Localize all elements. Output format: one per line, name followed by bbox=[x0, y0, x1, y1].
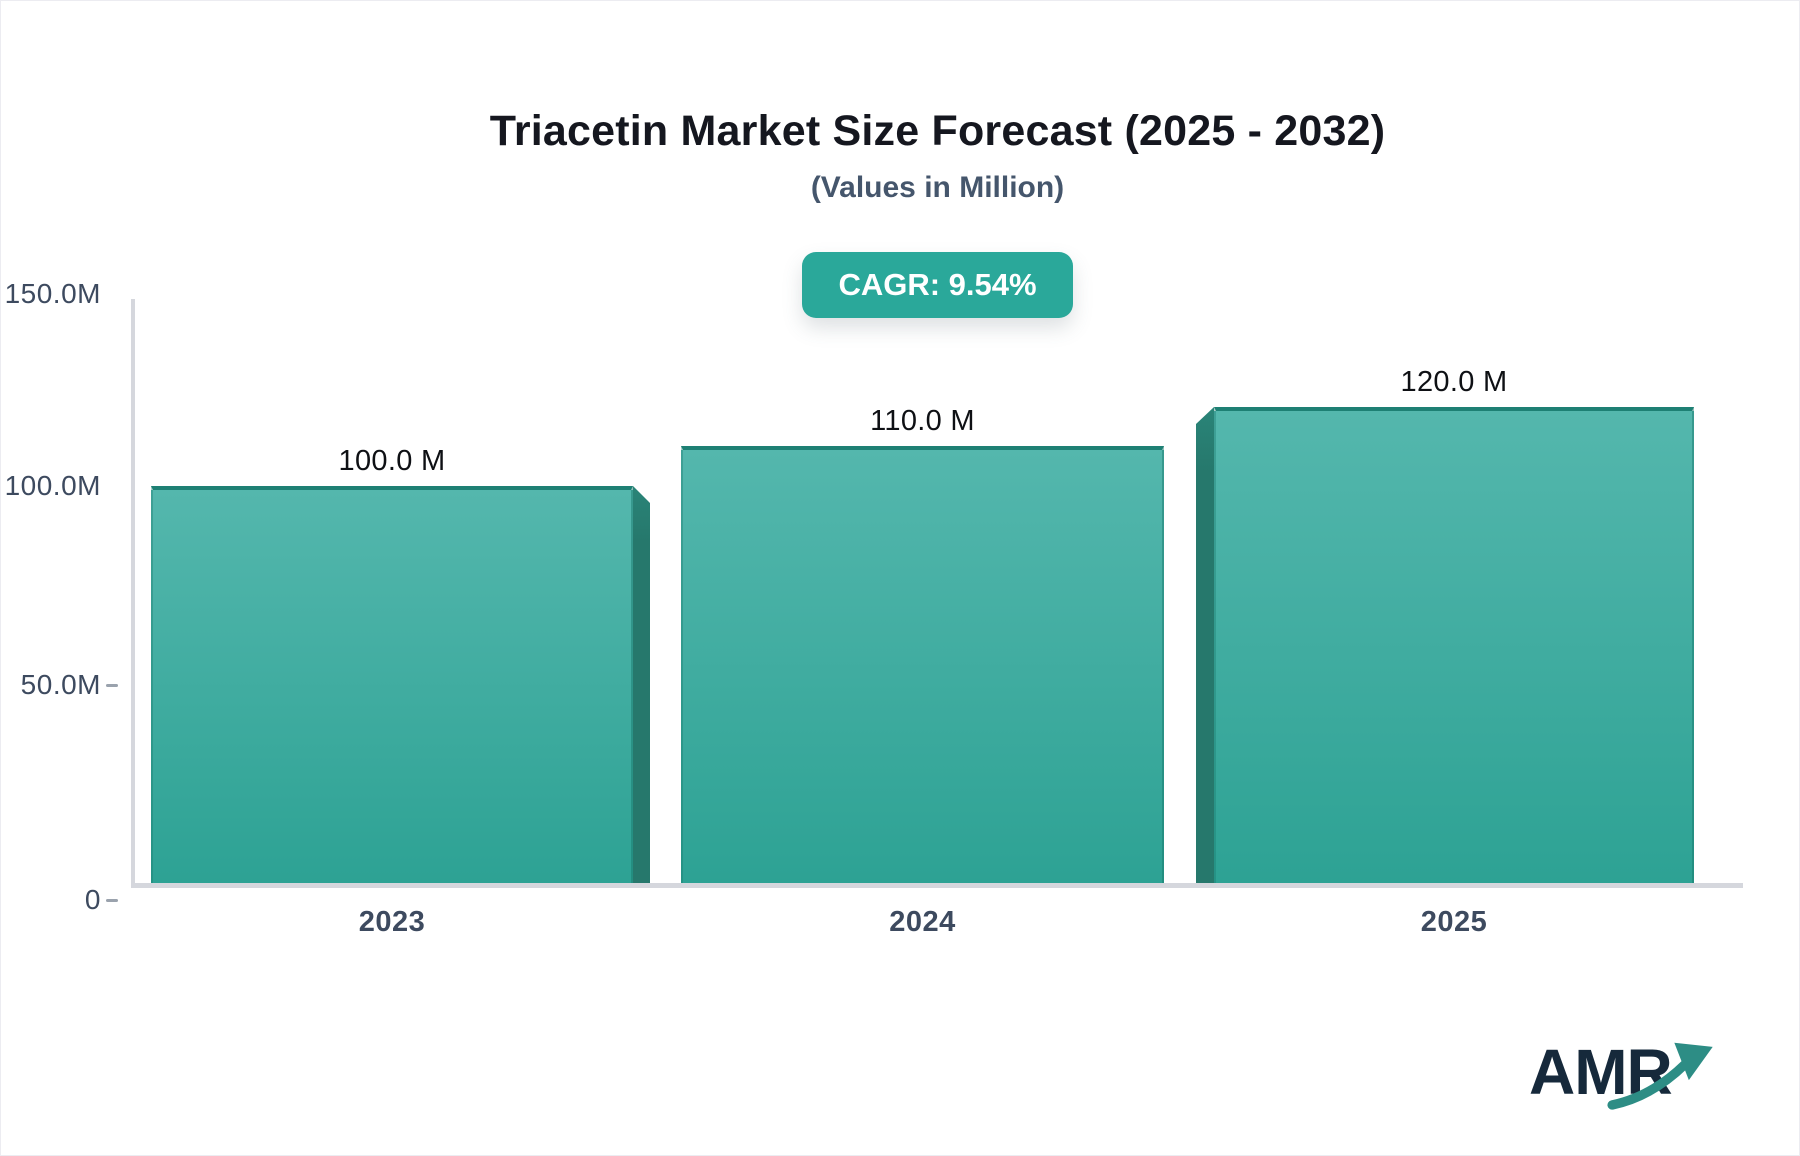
bar-2023 bbox=[151, 486, 633, 883]
x-axis-category-label: 2025 bbox=[1420, 906, 1488, 938]
y-axis-tick-dash bbox=[106, 899, 118, 902]
x-axis-line bbox=[131, 883, 1743, 888]
chart-header: Triacetin Market Size Forecast (2025 - 2… bbox=[131, 105, 1744, 318]
bar-value-label: 100.0 M bbox=[338, 445, 446, 477]
y-axis-line bbox=[131, 299, 135, 888]
y-axis-tick-label: 0 bbox=[84, 884, 101, 915]
chart-title: Triacetin Market Size Forecast (2025 - 2… bbox=[489, 107, 1386, 155]
x-axis-category-label: 2023 bbox=[358, 906, 426, 938]
cagr-badge: CAGR: 9.54% bbox=[802, 252, 1073, 318]
y-axis-tick-label: 150.0M bbox=[4, 277, 101, 309]
amr-logo: AMR bbox=[1529, 1037, 1749, 1121]
y-axis-tick-label: 50.0M bbox=[20, 668, 101, 700]
bar-2024 bbox=[681, 446, 1164, 883]
bar-3d-side bbox=[1196, 407, 1214, 883]
x-axis-category-label: 2024 bbox=[889, 906, 956, 938]
bar-value-label: 110.0 M bbox=[870, 405, 975, 437]
bar-3d-side bbox=[633, 486, 650, 883]
chart-subtitle: (Values in Million) bbox=[810, 171, 1065, 204]
y-axis-tick-dash bbox=[106, 683, 118, 687]
bar-value-label: 120.0 M bbox=[1400, 366, 1508, 398]
bar-2025 bbox=[1214, 407, 1694, 883]
y-axis-tick-label: 100.0M bbox=[4, 470, 101, 501]
trending-up-arrow-icon bbox=[1607, 1042, 1713, 1110]
